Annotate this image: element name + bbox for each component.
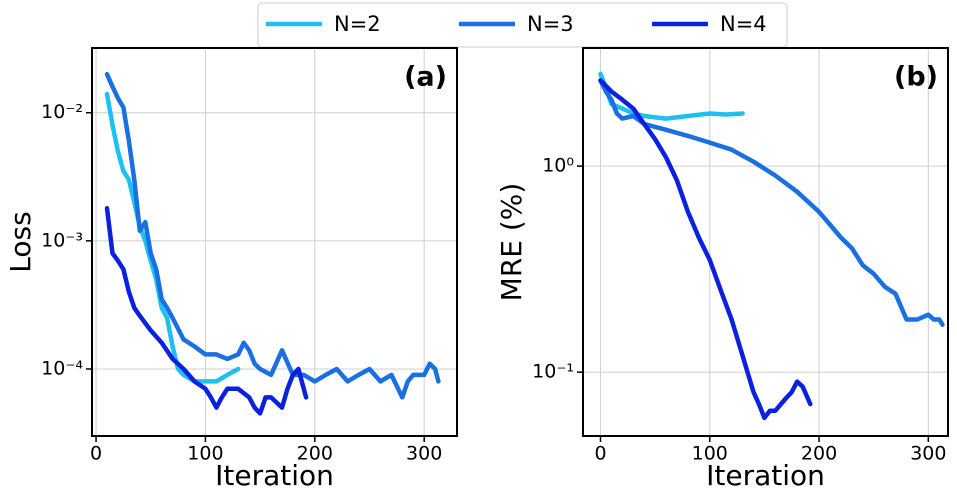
y-axis-label: MRE (%) xyxy=(495,183,528,302)
y-tick-label: 10⁻² xyxy=(41,101,83,123)
x-tick-label: 300 xyxy=(406,443,442,465)
x-tick-label: 100 xyxy=(187,443,223,465)
x-tick-label: 100 xyxy=(692,443,728,465)
legend-label: N=3 xyxy=(527,12,574,36)
axes-frame xyxy=(582,47,949,437)
x-axis-label: Iteration xyxy=(706,459,825,492)
legend-label: N=2 xyxy=(334,12,381,36)
series-line xyxy=(104,71,441,400)
y-tick-label: 10⁻¹ xyxy=(532,361,574,383)
x-tick-label: 200 xyxy=(297,443,333,465)
y-tick-label: 10⁻³ xyxy=(41,229,83,251)
x-tick-label: 0 xyxy=(90,443,102,465)
y-tick-label: 10⁰ xyxy=(542,155,574,177)
y-axis-label: Loss xyxy=(4,211,37,272)
panel-label: (a) xyxy=(404,62,447,93)
panel-label: (b) xyxy=(894,62,938,93)
series-line xyxy=(104,205,309,416)
x-tick-label: 300 xyxy=(910,443,946,465)
series-line xyxy=(598,78,813,421)
series-line xyxy=(598,78,945,327)
axes-frame xyxy=(91,47,458,437)
legend-box xyxy=(257,2,788,48)
series-line xyxy=(598,71,745,121)
y-tick-label: 10⁻⁴ xyxy=(41,358,83,380)
x-tick-label: 200 xyxy=(801,443,837,465)
x-tick-label: 0 xyxy=(594,443,606,465)
x-axis-label: Iteration xyxy=(215,459,334,492)
legend-label: N=4 xyxy=(720,12,767,36)
